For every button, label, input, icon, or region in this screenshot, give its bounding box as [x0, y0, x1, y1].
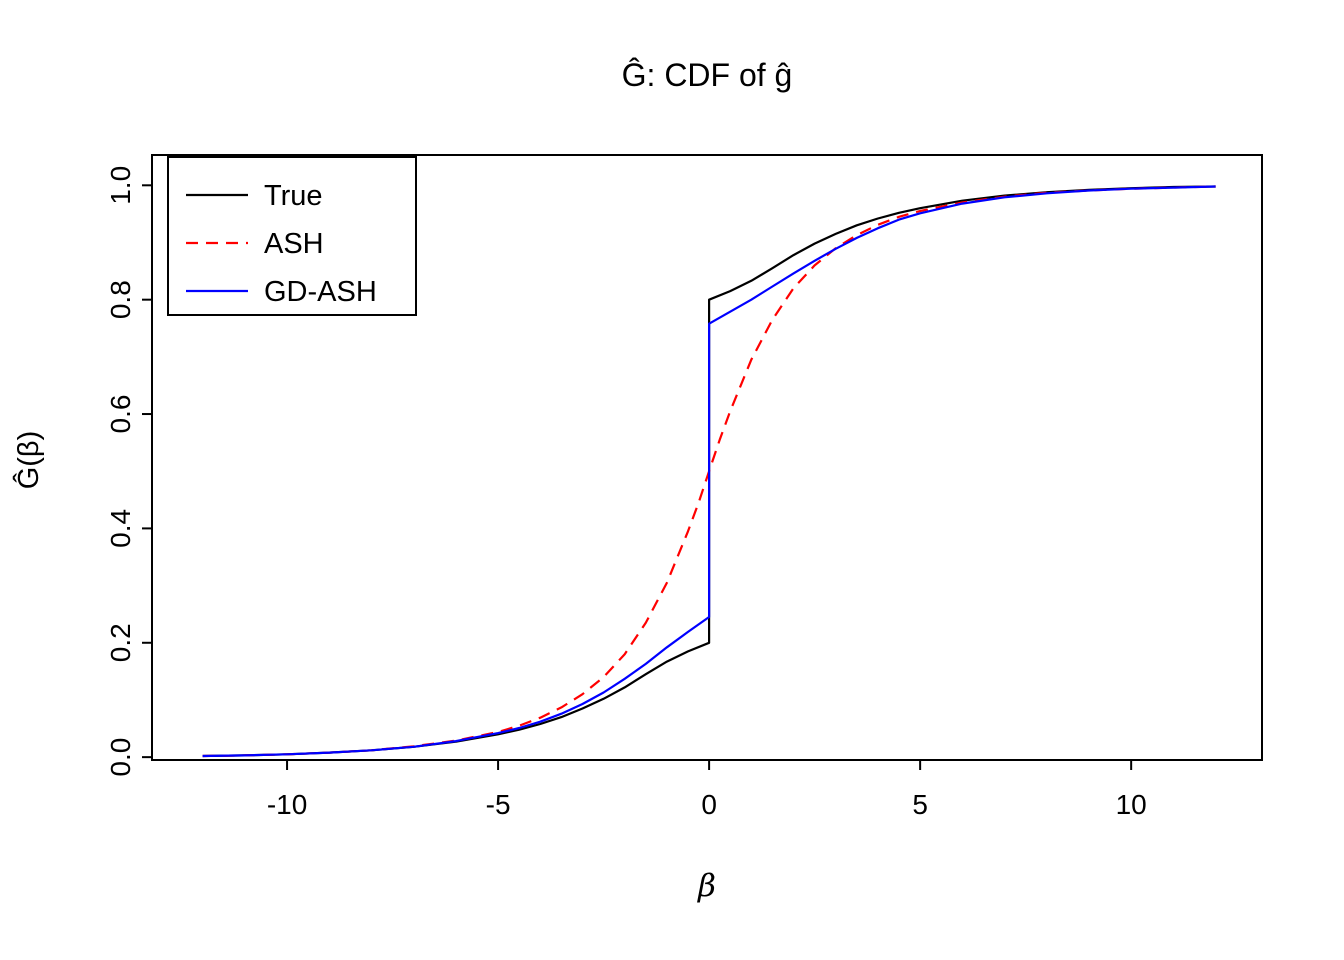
chart-title: Ĝ: CDF of ĝ	[622, 57, 793, 93]
x-tick-label: 5	[912, 789, 928, 820]
x-tick-label: -10	[267, 789, 307, 820]
curve-gd-ash	[202, 185, 1216, 758]
y-tick-label: 0.2	[105, 623, 136, 662]
y-axis-label: Ĝ(β)	[11, 431, 45, 490]
legend-label-true: True	[264, 180, 323, 212]
legend-label-ash: ASH	[264, 228, 324, 260]
y-tick-label: 0.8	[105, 280, 136, 319]
x-tick-label: 10	[1116, 789, 1147, 820]
legend-label-gd-ash: GD-ASH	[264, 276, 377, 308]
x-tick-label: -5	[486, 789, 511, 820]
y-tick-label: 0.0	[105, 738, 136, 777]
x-axis-label: β	[697, 868, 716, 904]
y-tick-label: 0.6	[105, 395, 136, 434]
y-tick-label: 1.0	[105, 166, 136, 205]
y-tick-label: 0.4	[105, 509, 136, 548]
x-tick-label: 0	[701, 789, 717, 820]
legend-box	[167, 156, 417, 316]
plot-border	[151, 154, 1263, 761]
